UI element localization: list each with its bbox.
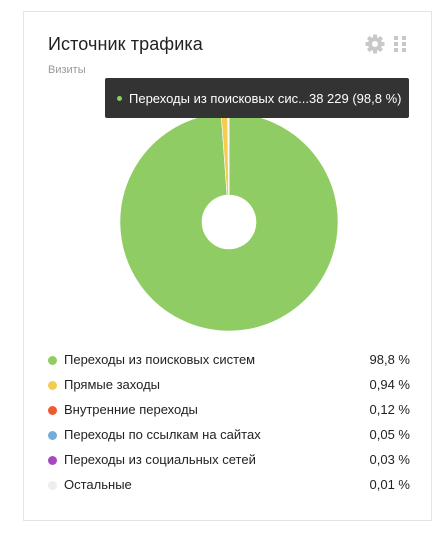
widget-title: Источник трафика <box>48 34 203 54</box>
legend-label: Внутренние переходы <box>64 402 198 417</box>
legend-item-search[interactable]: Переходы из поисковых систем 98,8 % <box>46 348 412 373</box>
legend-item-other[interactable]: Остальные 0,01 % <box>46 473 412 498</box>
legend-label: Прямые заходы <box>64 377 161 392</box>
legend-item-internal[interactable]: Внутренние переходы 0,12 % <box>46 398 412 423</box>
legend-dot <box>48 456 57 465</box>
legend-label: Переходы из социальных сетей <box>64 452 256 467</box>
legend-item-links[interactable]: Переходы по ссылкам на сайтах 0,05 % <box>46 423 412 448</box>
tooltip-value: 38 229 (98,8 %) <box>308 90 402 106</box>
legend-item-social[interactable]: Переходы из социальных сетей 0,03 % <box>46 448 412 473</box>
legend-label: Остальные <box>64 477 132 492</box>
widget-subtitle: Визиты <box>48 64 86 76</box>
legend-percent: 98,8 % <box>369 352 410 367</box>
traffic-source-widget: Источник трафика Визиты Переходы из поис… <box>23 11 432 521</box>
legend-dot <box>48 381 57 390</box>
pie-slice-0[interactable] <box>119 112 339 332</box>
legend-dot <box>48 356 57 365</box>
grip-icon[interactable] <box>393 36 407 52</box>
chart-tooltip: Переходы из поисковых сис... 38 229 (98,… <box>105 78 409 118</box>
chart-legend: Переходы из поисковых систем 98,8 % Прям… <box>46 348 412 498</box>
legend-item-direct[interactable]: Прямые заходы 0,94 % <box>46 373 412 398</box>
gear-icon[interactable] <box>365 34 385 54</box>
donut-chart <box>119 112 339 332</box>
legend-dot <box>48 406 57 415</box>
legend-label: Переходы по ссылкам на сайтах <box>64 427 261 442</box>
legend-percent: 0,12 % <box>369 402 410 417</box>
legend-dot <box>48 481 57 490</box>
tooltip-label: Переходы из поисковых сис... <box>129 90 309 106</box>
tooltip-dot <box>117 95 122 101</box>
legend-percent: 0,03 % <box>369 452 410 467</box>
legend-percent: 0,01 % <box>369 477 410 492</box>
legend-percent: 0,94 % <box>369 377 410 392</box>
legend-label: Переходы из поисковых систем <box>64 352 256 367</box>
legend-percent: 0,05 % <box>369 427 410 442</box>
legend-dot <box>48 431 57 440</box>
